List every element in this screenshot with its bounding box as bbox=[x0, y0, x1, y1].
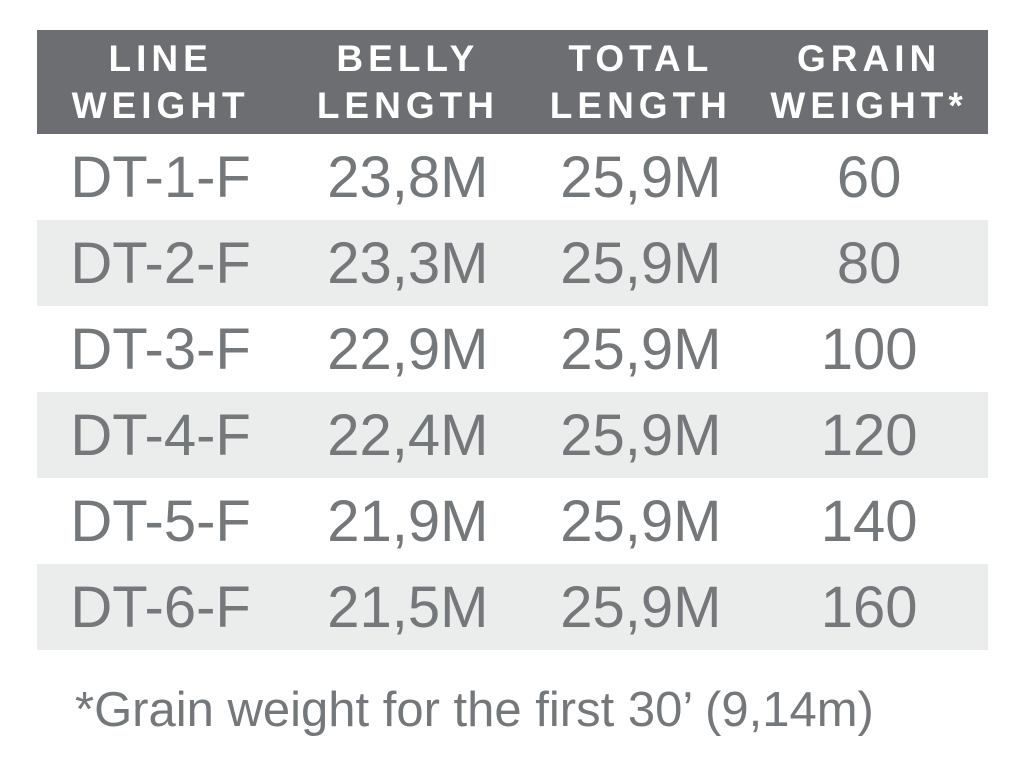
table-row: DT-3-F 22,9M 25,9M 100 bbox=[37, 306, 988, 392]
cell-total-length: 25,9M bbox=[560, 230, 722, 296]
cell-total-length: 25,9M bbox=[560, 574, 722, 640]
cell-grain-weight: 160 bbox=[820, 574, 918, 640]
cell-line-weight: DT-5-F bbox=[70, 488, 251, 554]
cell-belly-length: 21,9M bbox=[327, 488, 489, 554]
cell-total-length: 25,9M bbox=[560, 488, 722, 554]
cell-belly-length: 22,9M bbox=[327, 316, 489, 382]
cell-line-weight: DT-2-F bbox=[70, 230, 251, 296]
grain-weight-footnote: *Grain weight for the first 30’ (9,14m) bbox=[75, 683, 874, 737]
cell-grain-weight: 120 bbox=[820, 402, 918, 468]
cell-belly-length: 21,5M bbox=[327, 574, 489, 640]
table-header-row: LINE WEIGHT BELLY LENGTH TOTAL LENGTH GR… bbox=[37, 30, 988, 134]
column-header-belly-length: BELLY LENGTH bbox=[284, 35, 531, 129]
table-row: DT-1-F 23,8M 25,9M 60 bbox=[37, 134, 988, 220]
cell-grain-weight: 60 bbox=[836, 144, 902, 210]
table-row: DT-2-F 23,3M 25,9M 80 bbox=[37, 220, 988, 306]
table-row: DT-4-F 22,4M 25,9M 120 bbox=[37, 392, 988, 478]
cell-grain-weight: 100 bbox=[820, 316, 918, 382]
cell-total-length: 25,9M bbox=[560, 316, 722, 382]
column-header-total-length: TOTAL LENGTH bbox=[532, 35, 751, 129]
column-header-line2: LENGTH bbox=[316, 85, 499, 126]
column-header-line-weight: LINE WEIGHT bbox=[37, 35, 284, 129]
cell-line-weight: DT-1-F bbox=[70, 144, 251, 210]
cell-line-weight: DT-4-F bbox=[70, 402, 251, 468]
table-row: DT-6-F 21,5M 25,9M 160 bbox=[37, 564, 988, 650]
cell-belly-length: 23,3M bbox=[327, 230, 489, 296]
column-header-line2: LENGTH bbox=[549, 85, 732, 126]
column-header-line1: GRAIN bbox=[796, 38, 942, 79]
column-header-line2: WEIGHT bbox=[71, 85, 250, 126]
cell-total-length: 25,9M bbox=[560, 402, 722, 468]
cell-belly-length: 22,4M bbox=[327, 402, 489, 468]
column-header-line1: LINE bbox=[108, 38, 213, 79]
cell-belly-length: 23,8M bbox=[327, 144, 489, 210]
table-row: DT-5-F 21,9M 25,9M 140 bbox=[37, 478, 988, 564]
column-header-line1: BELLY bbox=[336, 38, 480, 79]
cell-grain-weight: 140 bbox=[820, 488, 918, 554]
cell-line-weight: DT-6-F bbox=[70, 574, 251, 640]
cell-total-length: 25,9M bbox=[560, 144, 722, 210]
column-header-line1: TOTAL bbox=[568, 38, 714, 79]
cell-line-weight: DT-3-F bbox=[70, 316, 251, 382]
column-header-line2: WEIGHT* bbox=[770, 85, 968, 126]
column-header-grain-weight: GRAIN WEIGHT* bbox=[750, 35, 988, 129]
cell-grain-weight: 80 bbox=[836, 230, 902, 296]
line-spec-table: LINE WEIGHT BELLY LENGTH TOTAL LENGTH GR… bbox=[37, 30, 988, 738]
